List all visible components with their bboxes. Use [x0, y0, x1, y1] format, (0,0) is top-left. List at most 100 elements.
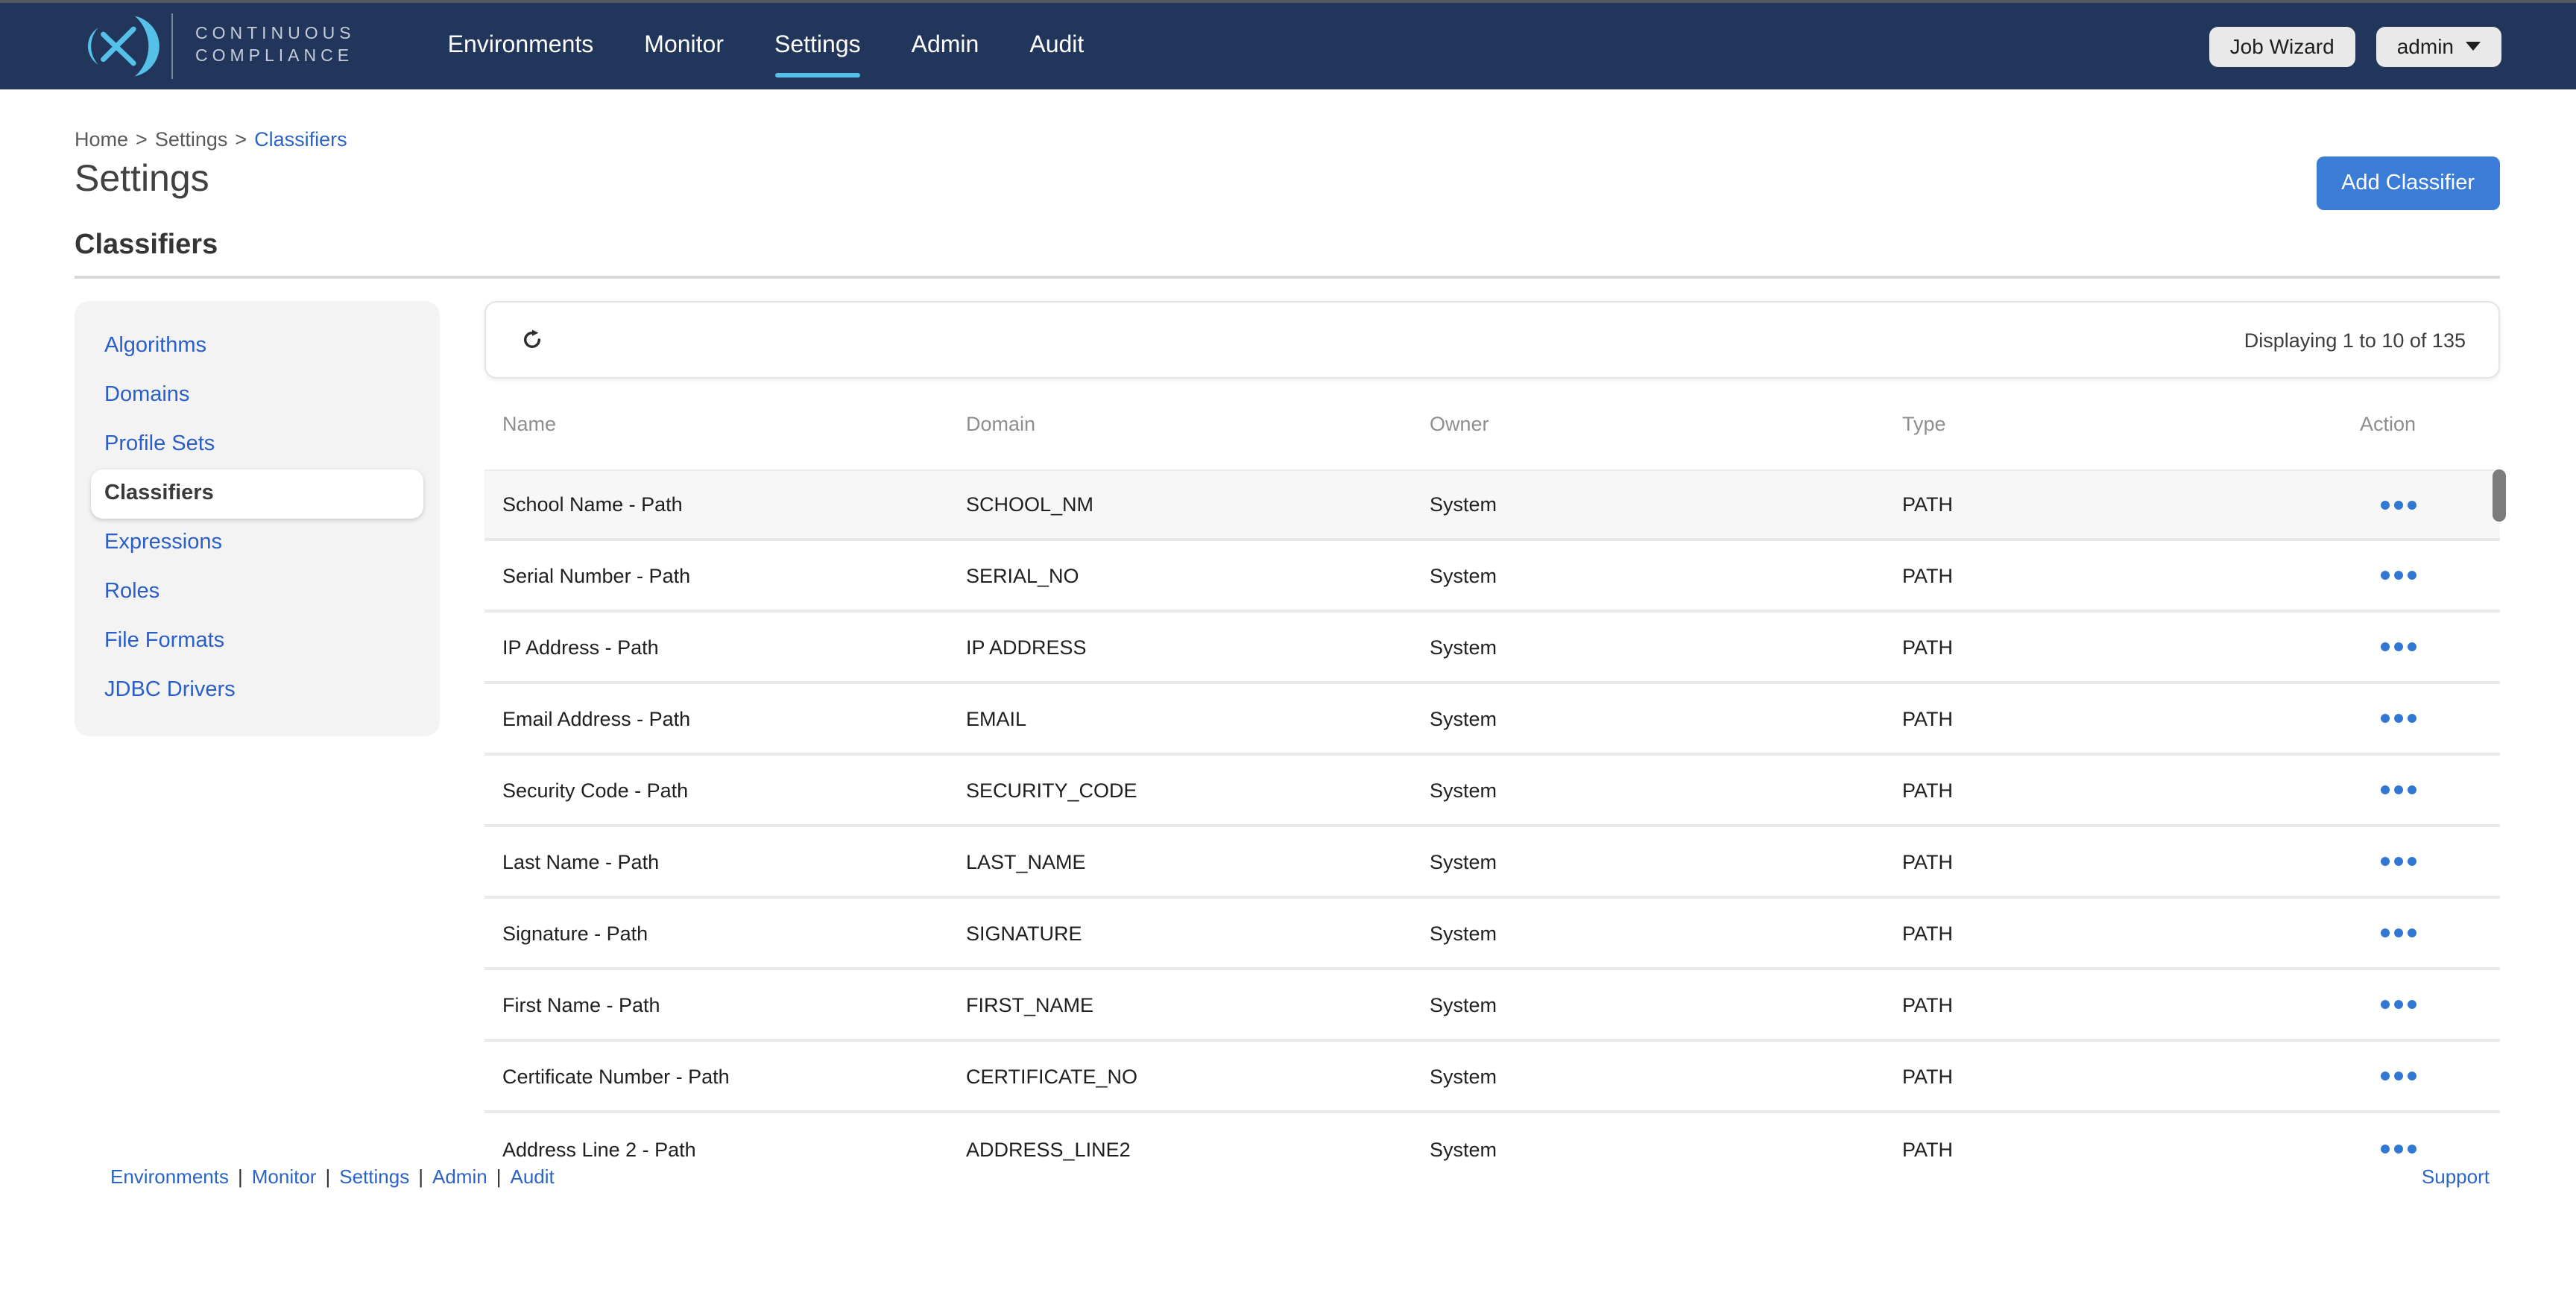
refresh-button[interactable] [519, 326, 546, 353]
user-menu-button[interactable]: admin [2375, 26, 2501, 66]
action-dot [2381, 785, 2390, 794]
support-link[interactable]: Support [2421, 1165, 2490, 1188]
action-dot [2394, 928, 2403, 937]
footer-link-environments[interactable]: Environments [110, 1165, 229, 1188]
table-row: Last Name - Path LAST_NAME System PATH [484, 827, 2500, 899]
sidebar-item-expressions[interactable]: Expressions [104, 531, 222, 554]
action-dot [2408, 785, 2416, 794]
cell-owner: System [1430, 493, 1497, 516]
cell-type: PATH [1902, 707, 1954, 730]
cell-type: PATH [1902, 493, 1954, 516]
cell-owner: System [1430, 564, 1497, 586]
logo-wordmark-line1: CONTINUOUS [195, 25, 356, 43]
row-actions-menu-icon[interactable] [2360, 642, 2500, 651]
sidebar-item-roles[interactable]: Roles [104, 580, 160, 604]
sidebar-item-domains[interactable]: Domains [104, 383, 190, 407]
cell-type: PATH [1902, 1065, 1954, 1087]
footer-link-audit[interactable]: Audit [510, 1165, 555, 1188]
action-dot [2381, 857, 2390, 866]
caret-down-icon [2466, 42, 2481, 51]
action-dot [2381, 1145, 2390, 1153]
table-row: Security Code - Path SECURITY_CODE System P… [484, 756, 2500, 827]
vertical-scrollbar-thumb[interactable] [2493, 469, 2506, 522]
column-header-domain: Domain [966, 413, 1036, 435]
action-dot [2381, 928, 2390, 937]
cell-owner: System [1430, 707, 1497, 730]
sidebar-item-classifiers[interactable]: Classifiers [91, 469, 423, 519]
footer-link-admin[interactable]: Admin [432, 1165, 487, 1188]
page-footer: Environments | Monitor | Settings | Admin | Audi… [110, 1165, 2490, 1188]
classifiers-table-area: Displaying 1 to 10 of 135 Name Domain Owne… [484, 301, 2506, 1185]
action-dot [2394, 714, 2403, 723]
title-row: Settings Add Classifier [75, 151, 2500, 210]
action-dot [2408, 1072, 2416, 1080]
nav-item-settings[interactable]: Settings [774, 27, 861, 77]
footer-links: Environments | Monitor | Settings | Admin | Audi… [110, 1165, 555, 1188]
footer-separator: | [496, 1165, 502, 1188]
row-actions-menu-icon[interactable] [2360, 1145, 2500, 1153]
cell-owner: System [1430, 779, 1497, 801]
add-classifier-button[interactable]: Add Classifier [2316, 156, 2500, 210]
cell-name: Address Line 2 - Path [502, 1138, 696, 1160]
row-actions-menu-icon[interactable] [2360, 714, 2500, 723]
row-actions-menu-icon[interactable] [2360, 928, 2500, 937]
cell-owner: System [1430, 850, 1497, 873]
column-header-action: Action [2360, 413, 2416, 435]
footer-link-settings[interactable]: Settings [339, 1165, 410, 1188]
table-toolbar: Displaying 1 to 10 of 135 [484, 301, 2500, 379]
cell-owner: System [1430, 922, 1497, 944]
delphix-infinity-logo-icon [87, 16, 160, 77]
row-actions-menu-icon[interactable] [2360, 785, 2500, 794]
column-header-type: Type [1902, 413, 1946, 435]
action-dot [2408, 642, 2416, 651]
breadcrumb-item-home[interactable]: Home [75, 128, 129, 151]
cell-type: PATH [1902, 993, 1954, 1016]
section-heading: Classifiers [75, 230, 218, 261]
action-dot [2394, 642, 2403, 651]
row-actions-menu-icon[interactable] [2360, 571, 2500, 580]
logo-wordmark: CONTINUOUS COMPLIANCE [195, 24, 356, 69]
row-actions-menu-icon[interactable] [2360, 1000, 2500, 1009]
row-actions-menu-icon[interactable] [2360, 1072, 2500, 1080]
action-dot [2381, 1072, 2390, 1080]
sidebar-item-jdbc-drivers[interactable]: JDBC Drivers [104, 678, 236, 702]
action-dot [2408, 571, 2416, 580]
nav-item-admin[interactable]: Admin [911, 33, 979, 58]
row-actions-menu-icon[interactable] [2360, 857, 2500, 866]
app-logo[interactable]: CONTINUOUS COMPLIANCE [75, 13, 356, 79]
job-wizard-button[interactable]: Job Wizard [2209, 26, 2355, 66]
action-dot [2381, 500, 2390, 509]
cell-owner: System [1430, 993, 1497, 1016]
column-header-owner: Owner [1430, 413, 1489, 435]
cell-domain: SCHOOL_NM [966, 493, 1094, 516]
page-title: Settings [75, 158, 209, 200]
cell-type: PATH [1902, 779, 1954, 801]
row-actions-menu-icon[interactable] [2360, 500, 2500, 509]
table-row: Signature - Path SIGNATURE System PATH [484, 899, 2500, 970]
cell-type: PATH [1902, 636, 1954, 658]
table-row: Email Address - Path EMAIL System PATH [484, 684, 2500, 756]
action-dot [2394, 1072, 2403, 1080]
footer-link-monitor[interactable]: Monitor [251, 1165, 317, 1188]
sidebar-item-profile-sets[interactable]: Profile Sets [104, 432, 215, 456]
cell-name: Certificate Number - Path [502, 1065, 730, 1087]
table-row: School Name - Path SCHOOL_NM System PATH [484, 469, 2500, 541]
nav-item-audit[interactable]: Audit [1029, 33, 1085, 58]
cell-domain: CERTIFICATE_NO [966, 1065, 1138, 1087]
cell-owner: System [1430, 1138, 1497, 1160]
action-dot [2394, 1000, 2403, 1009]
cell-domain: SERIAL_NO [966, 564, 1079, 586]
nav-item-monitor[interactable]: Monitor [644, 33, 724, 58]
action-dot [2394, 500, 2403, 509]
sidebar-item-algorithms[interactable]: Algorithms [104, 334, 206, 358]
refresh-icon [523, 329, 541, 349]
cell-name: IP Address - Path [502, 636, 659, 658]
breadcrumb-item-settings[interactable]: Settings [154, 128, 228, 151]
breadcrumb-item-classifiers[interactable]: Classifiers [254, 128, 347, 151]
main-layout: Algorithms Domains Profile Sets Classifiers… [75, 301, 2506, 1185]
action-dot [2381, 642, 2390, 651]
nav-item-environments[interactable]: Environments [447, 33, 594, 58]
sidebar-item-file-formats[interactable]: File Formats [104, 629, 225, 653]
action-dot [2381, 714, 2390, 723]
settings-sidebar: Algorithms Domains Profile Sets Classifiers… [75, 301, 440, 736]
